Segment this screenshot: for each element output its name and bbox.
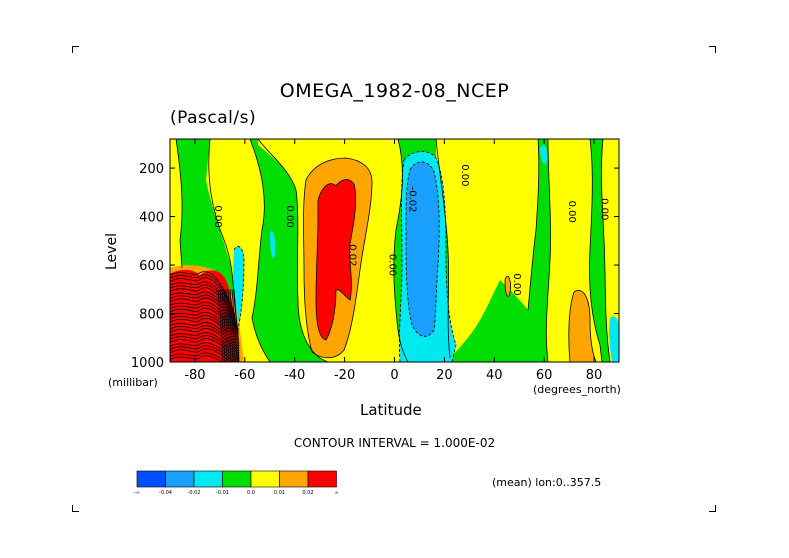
contour-line: [170, 274, 236, 318]
contour-line: [170, 348, 232, 362]
contour-label: 0.02: [347, 244, 358, 266]
contour-field: [170, 139, 619, 362]
contour-labels: 0.00 0.00 0.02 0.00 -0.02 0.00 0.00 0.00 0.00: [212, 164, 610, 295]
colorbar-label: 0.02: [302, 490, 313, 496]
x-tick-label: 0: [390, 368, 398, 383]
colorbar-swatch: [279, 470, 309, 488]
contour-line: [170, 317, 240, 349]
colorbar-label: -0.01: [216, 490, 229, 496]
colorbar-swatch: [165, 470, 195, 488]
x-tick-label: 20: [436, 368, 453, 383]
contour-label: 0.00: [459, 164, 470, 186]
y-tick-label: 600: [139, 259, 164, 274]
contour-line: [221, 289, 228, 362]
contour-dashed: [403, 151, 457, 362]
x-tick-label: 60: [536, 368, 553, 383]
cyan-region: [540, 145, 548, 165]
contour-label: 0.00: [387, 254, 398, 276]
contour-dashed: [405, 161, 440, 337]
contour-line: [227, 289, 234, 362]
contour-dashed: [399, 159, 405, 362]
red-region: [170, 269, 238, 362]
colorbar-swatch: [222, 470, 252, 488]
contour-label: 0.00: [511, 273, 522, 295]
colorbar-label: 0.01: [274, 490, 285, 496]
y-tick-label: 1000: [131, 356, 164, 371]
contour-line: [170, 277, 236, 320]
contour-label: -0.02: [406, 187, 417, 213]
y-axis-label: Level: [104, 233, 120, 270]
contour-line: [229, 289, 236, 362]
contour-label: 0.00: [599, 198, 610, 220]
y-tick-label: 400: [139, 211, 164, 226]
colorbar-label: ∞: [334, 490, 338, 496]
contour-line: [170, 355, 224, 362]
contour-line: [170, 352, 228, 362]
x-axis: -80 -60 -40 -20 0 20 40 60 80: [184, 139, 602, 383]
cyan-region: [270, 231, 276, 259]
colorbar-swatch: [136, 470, 166, 488]
contour-line: [170, 271, 236, 315]
corner-mark-bottom-right: [709, 505, 716, 512]
chart-title: OMEGA_1982-08_NCEP: [279, 80, 510, 102]
x-tick-label: -60: [234, 368, 255, 383]
x-tick-label: 80: [586, 368, 603, 383]
yellow-region: [436, 139, 539, 358]
colorbar-label: 0.0: [247, 490, 255, 496]
colorbar-label: -0.04: [159, 490, 172, 496]
x-tick-label: -80: [184, 368, 205, 383]
contour-label: 0.00: [212, 205, 223, 227]
corner-mark-top-left: [72, 46, 79, 53]
contour-line: [170, 281, 237, 323]
y-tick-label: 200: [139, 162, 164, 177]
blue-region: [406, 161, 440, 337]
contour-line: [219, 289, 226, 362]
y-axis-unit: (millibar): [108, 376, 158, 389]
x-tick-label: -40: [284, 368, 305, 383]
contour-line: [170, 328, 240, 356]
corner-mark-bottom-left: [72, 505, 79, 512]
colorbar: -∞ -0.04 -0.02 -0.01 0.0 0.01 0.02 ∞: [134, 470, 339, 496]
x-tick-label: 40: [486, 368, 503, 383]
y-tick-label: 800: [139, 308, 164, 323]
x-axis-unit: (degrees_north): [533, 383, 621, 396]
contour-lines-southern-polar: [170, 271, 240, 362]
contour-line: [225, 289, 232, 362]
colorbar-swatch: [250, 470, 280, 488]
yellow-region: [170, 139, 183, 268]
colorbar-swatch: [193, 470, 223, 488]
contour-line: [231, 289, 238, 362]
colorbar-label: -0.02: [188, 490, 201, 496]
contour-line: [170, 325, 240, 354]
contour-line: [170, 314, 240, 347]
colorbar-swatch: [307, 470, 337, 488]
x-tick-label: -20: [334, 368, 355, 383]
contour-line: [170, 322, 240, 351]
contour-line: [223, 289, 230, 362]
contour-label: 0.00: [566, 201, 577, 223]
contour-interval-text: CONTOUR INTERVAL = 1.000E-02: [293, 436, 496, 450]
colorbar-label: -∞: [134, 490, 140, 496]
orange-region: [505, 276, 511, 297]
chart-subtitle: (Pascal/s): [170, 108, 257, 128]
contour-label: 0.00: [284, 205, 295, 227]
cyan-region: [609, 316, 619, 362]
mean-longitude-text: (mean) lon:0..357.5: [492, 476, 602, 489]
contour-dashed: [233, 246, 245, 331]
y-axis: 1000 800 600 400 200: [131, 162, 619, 371]
red-region: [316, 179, 356, 340]
corner-mark-top-right: [709, 46, 716, 53]
x-axis-label: Latitude: [360, 401, 422, 419]
contour-line: [170, 311, 240, 344]
contour-line: [217, 289, 224, 362]
contour-solid-lines: [175, 139, 611, 362]
